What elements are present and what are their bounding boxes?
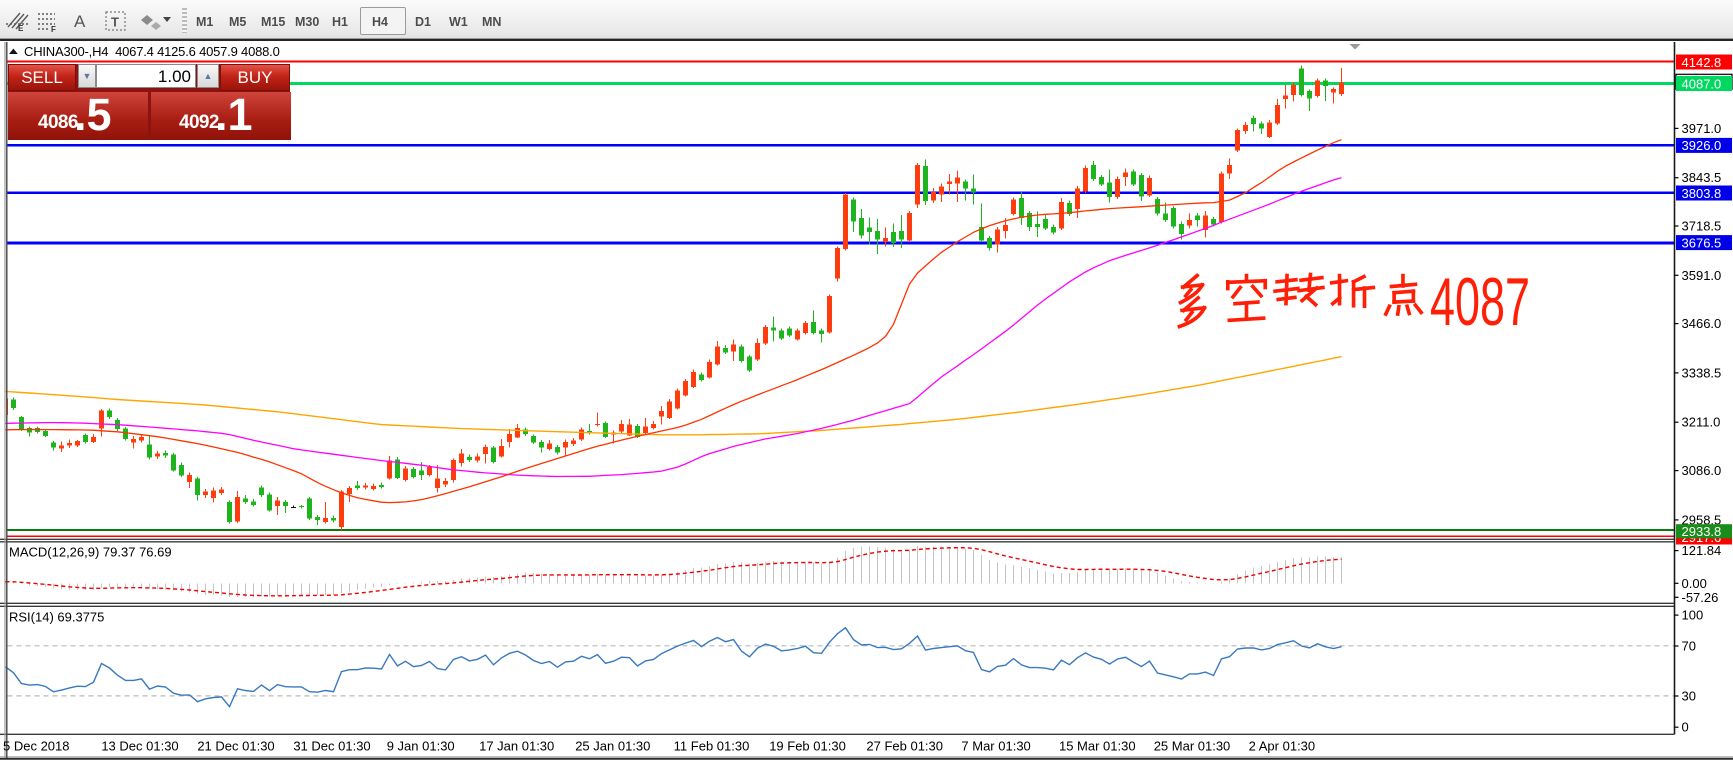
svg-text:0.00: 0.00 <box>1682 576 1707 591</box>
svg-text:3926.0: 3926.0 <box>1682 138 1722 153</box>
svg-text:E: E <box>18 24 24 33</box>
svg-text:7 Mar 01:30: 7 Mar 01:30 <box>961 739 1030 754</box>
svg-text:4087: 4087 <box>1430 264 1530 340</box>
svg-text:-57.26: -57.26 <box>1682 590 1719 605</box>
svg-text:3803.8: 3803.8 <box>1682 186 1722 201</box>
svg-text:27 Feb 01:30: 27 Feb 01:30 <box>866 739 943 754</box>
svg-text:A: A <box>74 12 86 31</box>
svg-text:3718.5: 3718.5 <box>1682 219 1722 234</box>
svg-text:3211.0: 3211.0 <box>1682 415 1721 430</box>
svg-text:3338.5: 3338.5 <box>1682 365 1722 380</box>
svg-text:T: T <box>111 15 119 30</box>
svg-text:5 Dec 2018: 5 Dec 2018 <box>3 739 70 754</box>
svg-text:25 Mar 01:30: 25 Mar 01:30 <box>1154 739 1231 754</box>
svg-text:19 Feb 01:30: 19 Feb 01:30 <box>769 739 846 754</box>
svg-text:0: 0 <box>1682 720 1689 735</box>
svg-text:2933.8: 2933.8 <box>1682 524 1722 539</box>
svg-text:15 Mar 01:30: 15 Mar 01:30 <box>1059 739 1136 754</box>
svg-text:30: 30 <box>1682 689 1696 704</box>
svg-text:11 Feb 01:30: 11 Feb 01:30 <box>674 739 750 754</box>
svg-text:3466.0: 3466.0 <box>1682 316 1722 331</box>
svg-text:121.84: 121.84 <box>1682 543 1722 558</box>
svg-text:21 Dec 01:30: 21 Dec 01:30 <box>197 739 274 754</box>
svg-text:17 Jan 01:30: 17 Jan 01:30 <box>479 739 554 754</box>
svg-text:3843.5: 3843.5 <box>1682 170 1722 185</box>
svg-text:3971.0: 3971.0 <box>1682 121 1722 136</box>
svg-text:100: 100 <box>1682 608 1704 623</box>
svg-text:F: F <box>51 25 56 34</box>
svg-text:25 Jan 01:30: 25 Jan 01:30 <box>575 739 650 754</box>
svg-text:RSI(14) 69.3775: RSI(14) 69.3775 <box>9 610 104 625</box>
svg-text:3086.0: 3086.0 <box>1682 463 1722 478</box>
svg-text:3676.5: 3676.5 <box>1682 235 1722 250</box>
svg-text:9 Jan 01:30: 9 Jan 01:30 <box>387 739 455 754</box>
svg-text:70: 70 <box>1682 639 1696 654</box>
svg-text:13 Dec 01:30: 13 Dec 01:30 <box>101 739 178 754</box>
svg-text:CHINA300-,H4 4067.4 4125.6 40: CHINA300-,H4 4067.4 4125.6 4057.9 4088.0 <box>24 44 280 59</box>
svg-text:31 Dec 01:30: 31 Dec 01:30 <box>293 739 370 754</box>
svg-text:MACD(12,26,9) 79.37 76.69: MACD(12,26,9) 79.37 76.69 <box>9 545 172 560</box>
svg-text:4142.8: 4142.8 <box>1682 55 1722 70</box>
svg-text:2958.5: 2958.5 <box>1682 512 1722 527</box>
svg-text:4087.0: 4087.0 <box>1682 76 1722 91</box>
svg-text:3591.0: 3591.0 <box>1682 268 1722 283</box>
svg-text:2 Apr 01:30: 2 Apr 01:30 <box>1249 739 1316 754</box>
